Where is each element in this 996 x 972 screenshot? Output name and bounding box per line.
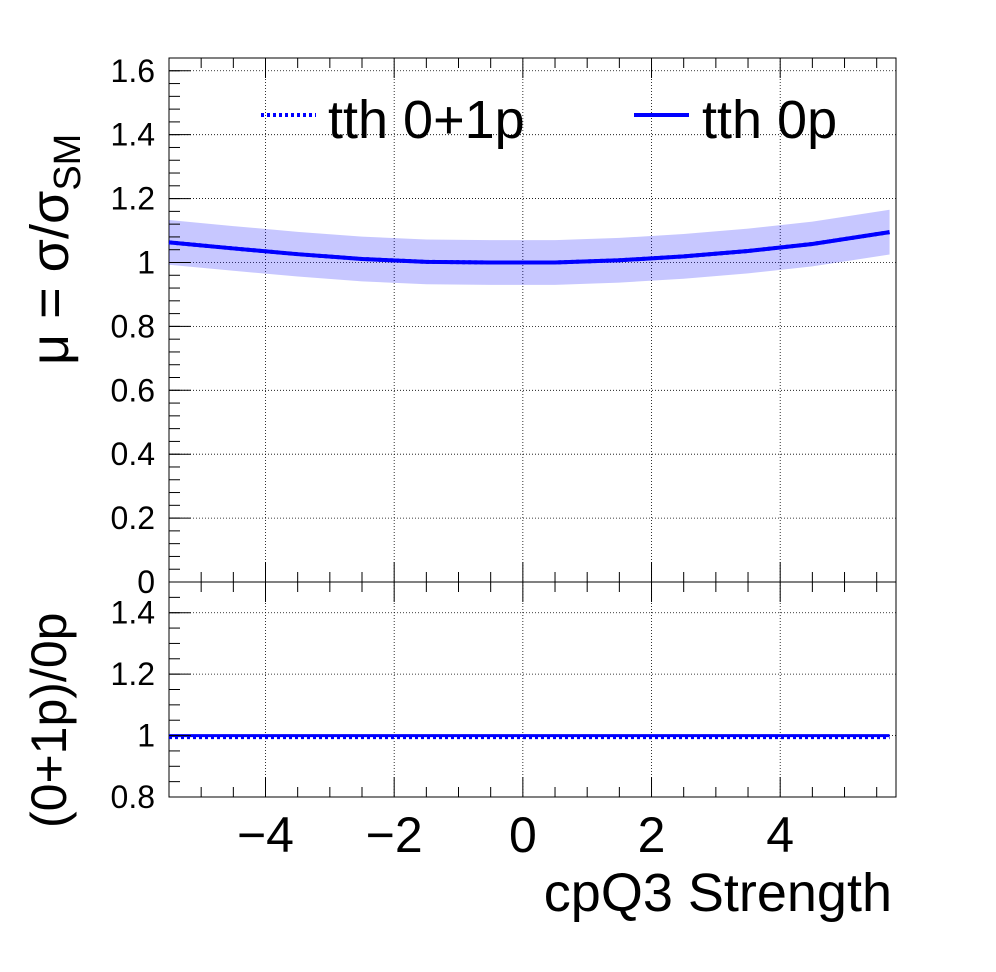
ratio-y-tick-label: 1.4 bbox=[111, 595, 155, 631]
main-y-tick-label: 0.8 bbox=[111, 308, 155, 344]
main-y-tick-label: 1.4 bbox=[111, 117, 155, 153]
x-tick-label: 4 bbox=[766, 807, 794, 863]
main-y-tick-label: 0.4 bbox=[111, 436, 155, 472]
main-y-tick-label: 0 bbox=[137, 564, 155, 600]
main-band bbox=[169, 209, 890, 285]
ratio-y-ticks: 0.8 1 1.2 1.4 bbox=[111, 581, 191, 815]
main-y-tick-label: 1.6 bbox=[111, 53, 155, 89]
x-tick-label: 0 bbox=[509, 807, 537, 863]
ratio-plot-frame bbox=[168, 581, 897, 798]
x-axis-title: cpQ3 Strength bbox=[544, 863, 892, 923]
x-tick-label: −4 bbox=[237, 807, 294, 863]
main-y-axis-title-main: μ = σ/σ bbox=[20, 191, 80, 365]
ratio-x-ticks: −4 −2 0 2 4 bbox=[168, 582, 878, 863]
legend-label-tth-0-1p: tth 0+1p bbox=[328, 90, 525, 150]
main-y-axis-title-sub: SM bbox=[47, 134, 89, 191]
legend: tth 0+1p tth 0p bbox=[261, 90, 837, 150]
legend-label-tth-0p: tth 0p bbox=[702, 90, 837, 150]
x-tick-label: 2 bbox=[638, 807, 666, 863]
main-y-tick-label: 0.6 bbox=[111, 372, 155, 408]
main-lines bbox=[168, 230, 890, 265]
main-y-tick-label: 1.2 bbox=[111, 181, 155, 217]
main-y-axis-title: μ = σ/σSM bbox=[20, 134, 89, 365]
ratio-y-tick-label: 0.8 bbox=[111, 779, 155, 815]
series-line-tth-0p bbox=[168, 230, 890, 265]
main-x-ticks bbox=[168, 58, 878, 582]
ratio-y-tick-label: 1.2 bbox=[111, 656, 155, 692]
main-y-tick-label: 1 bbox=[137, 244, 155, 280]
ratio-panel: 0.8 1 1.2 1.4 −4 −2 0 2 4 (0+1p)/0p cpQ3 Streng… bbox=[21, 581, 897, 923]
x-tick-label: −2 bbox=[366, 807, 423, 863]
ratio-y-axis-title: (0+1p)/0p bbox=[21, 613, 77, 828]
ratio-y-tick-label: 1 bbox=[137, 718, 155, 754]
main-panel: 00.20.40.60.811.21.41.6 tth 0+1p tth 0p … bbox=[20, 53, 897, 600]
ratio-grid bbox=[169, 582, 896, 797]
uncertainty-band bbox=[169, 209, 890, 285]
main-y-ticks: 0 0.2 0.4 0.6 0.8 1 1.2 1.4 1.6 bbox=[111, 53, 191, 600]
main-y-tick-label: 0.2 bbox=[111, 500, 155, 536]
ratio-lines bbox=[169, 734, 890, 740]
